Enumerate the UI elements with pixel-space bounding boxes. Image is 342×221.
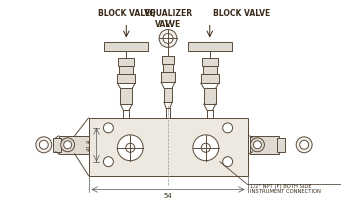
- Circle shape: [223, 157, 233, 167]
- Circle shape: [296, 137, 312, 153]
- Bar: [202, 58, 218, 66]
- Bar: [118, 58, 134, 66]
- Text: 1/2" NPT (F) BOTH SIDE
INSTRUMENT CONNECTION: 1/2" NPT (F) BOTH SIDE INSTRUMENT CONNEC…: [250, 183, 320, 194]
- Text: BLOCK VALVE: BLOCK VALVE: [213, 9, 270, 18]
- Bar: [59, 136, 89, 154]
- Bar: [250, 136, 279, 154]
- Bar: [164, 88, 172, 102]
- Text: 41.4: 41.4: [87, 139, 92, 151]
- Bar: [53, 138, 61, 152]
- Circle shape: [159, 30, 177, 47]
- Bar: [277, 138, 285, 152]
- Text: BLOCK VALVE: BLOCK VALVE: [98, 9, 155, 18]
- Bar: [162, 56, 174, 64]
- Bar: [163, 64, 173, 72]
- Bar: [161, 72, 175, 82]
- Circle shape: [193, 135, 219, 161]
- Bar: [120, 88, 132, 104]
- Circle shape: [253, 141, 261, 149]
- Bar: [201, 74, 219, 83]
- Circle shape: [103, 123, 113, 133]
- Circle shape: [64, 141, 71, 149]
- Circle shape: [163, 34, 173, 43]
- Circle shape: [39, 140, 48, 149]
- Bar: [117, 74, 135, 83]
- Circle shape: [126, 143, 135, 152]
- Bar: [104, 42, 148, 51]
- Circle shape: [36, 137, 52, 153]
- Bar: [119, 66, 133, 74]
- Bar: [188, 42, 232, 51]
- Bar: [204, 88, 216, 104]
- Circle shape: [300, 140, 308, 149]
- Text: EQUALIZER
VALVE: EQUALIZER VALVE: [144, 9, 192, 29]
- Circle shape: [61, 138, 75, 152]
- Circle shape: [117, 135, 143, 161]
- Circle shape: [201, 143, 210, 152]
- Text: 54: 54: [163, 193, 172, 200]
- Circle shape: [250, 138, 264, 152]
- Circle shape: [223, 123, 233, 133]
- Bar: [203, 66, 217, 74]
- Bar: [89, 118, 248, 176]
- Circle shape: [103, 157, 113, 167]
